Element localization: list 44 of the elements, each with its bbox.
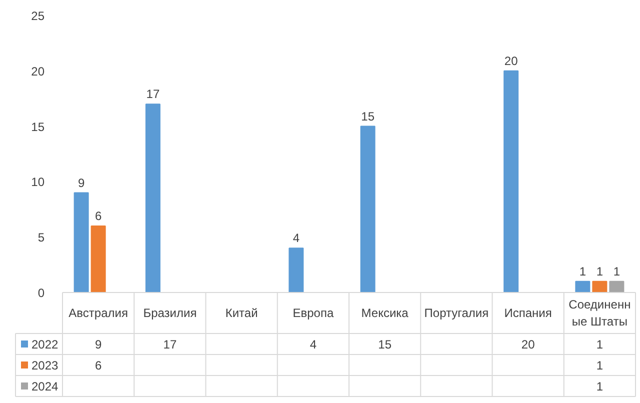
- legend-label: 2023: [32, 358, 59, 372]
- text: 9: [78, 176, 85, 190]
- bar: [74, 192, 89, 293]
- y-tick-label: 10: [31, 175, 45, 190]
- text: 4: [292, 231, 300, 246]
- y-tick-label: 25: [31, 9, 45, 23]
- x-tick-label: Бразилия: [143, 306, 197, 320]
- y-tick-label: 0: [38, 286, 45, 300]
- y-tick-label: 15: [31, 120, 45, 134]
- bar: [360, 126, 376, 293]
- legend-label: 2024: [32, 380, 59, 394]
- bar: [145, 104, 160, 293]
- text: 1: [596, 264, 604, 278]
- text: 15: [361, 109, 374, 124]
- y-tick-label: 5: [38, 230, 45, 245]
- data-label: 15: [378, 338, 392, 352]
- data-label: 1: [596, 358, 604, 372]
- bar: [575, 280, 590, 293]
- text: 1: [596, 380, 604, 394]
- data-label: 4: [310, 338, 317, 352]
- bar: [90, 226, 106, 293]
- data-label: 6: [94, 358, 102, 372]
- x-tick-label: Испания: [504, 306, 552, 320]
- x-tick-label: Австралия: [68, 306, 128, 320]
- text: 17: [146, 87, 160, 102]
- bar: [609, 280, 624, 293]
- x-tick-label: Китай: [225, 306, 258, 320]
- data-label: 1: [596, 338, 604, 352]
- data-label: 1: [613, 264, 620, 278]
- x-tick-label: Соединенные Штаты: [568, 298, 631, 328]
- x-tick-label: Португалия: [424, 306, 489, 320]
- data-label: 17: [163, 338, 177, 352]
- x-tick-label: Мексика: [361, 306, 409, 320]
- data-label: 20: [521, 338, 536, 352]
- bar: [592, 280, 608, 293]
- bar: [504, 70, 519, 293]
- y-tick-label: 20: [31, 64, 45, 78]
- data-label: 9: [94, 338, 102, 352]
- text: 1: [579, 264, 586, 278]
- legend-label: 2022: [32, 338, 59, 352]
- x-tick-label: Европа: [292, 306, 334, 320]
- bar: [288, 248, 304, 293]
- text: 20: [504, 54, 518, 68]
- text: 6: [94, 209, 102, 224]
